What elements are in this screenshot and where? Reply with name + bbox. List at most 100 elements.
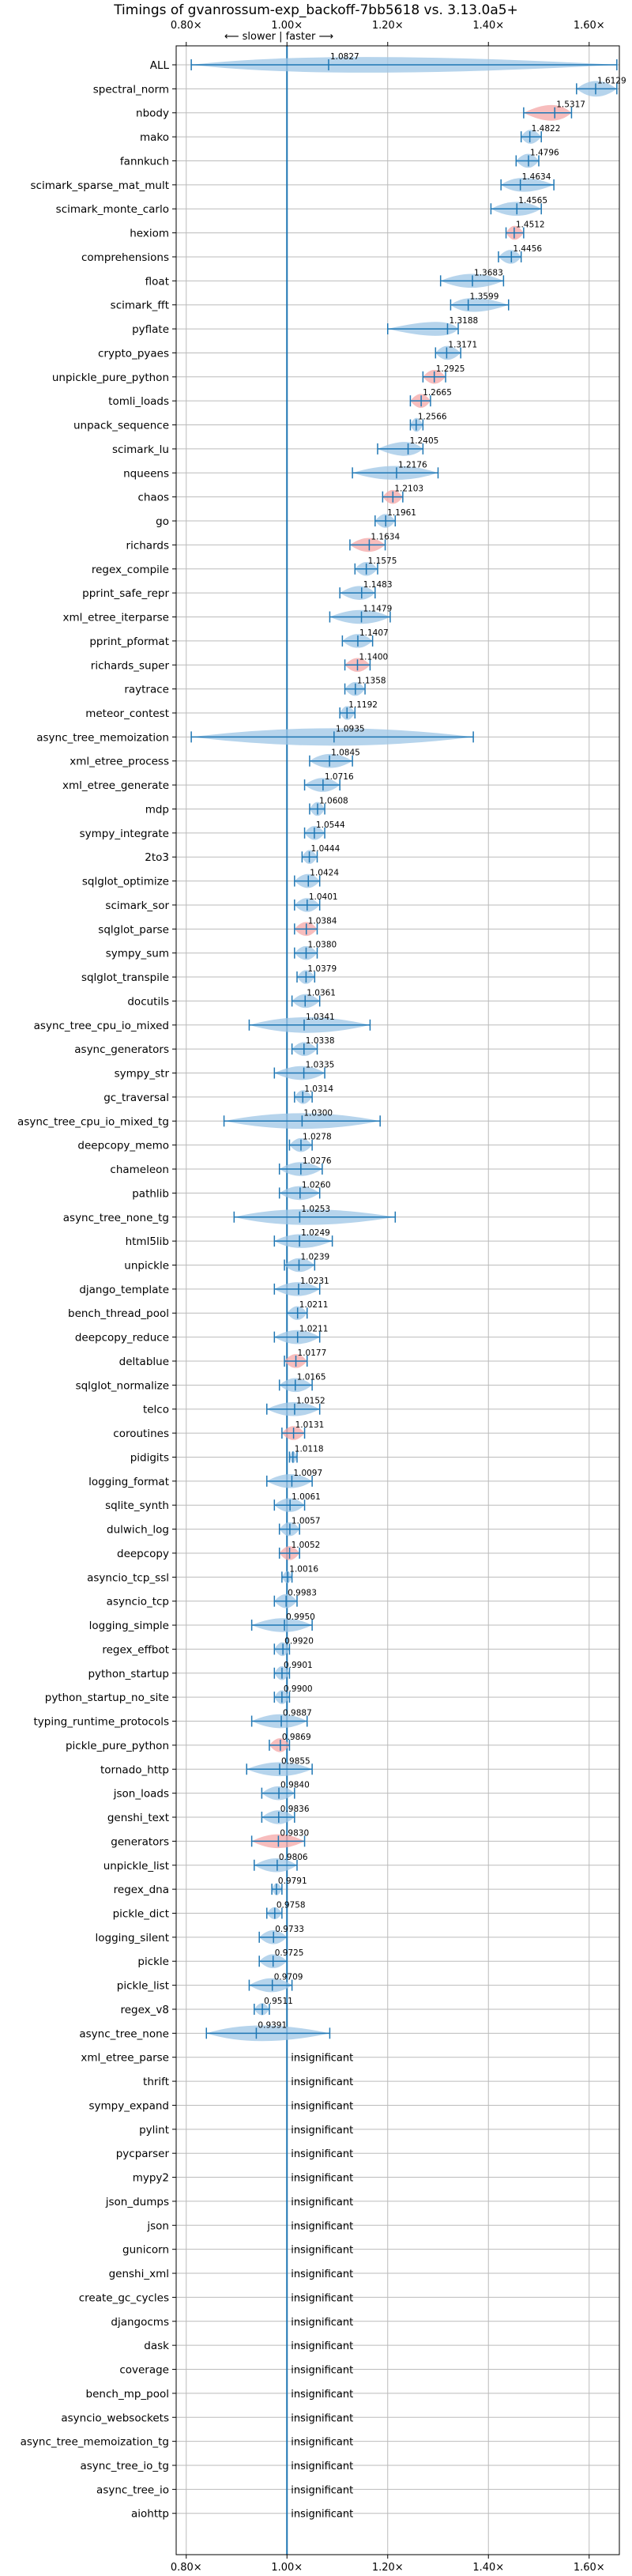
value-label: 1.2103 <box>394 485 423 494</box>
benchmark-label: asyncio_tcp_ssl <box>87 1571 169 1584</box>
insignificant-label: insignificant <box>291 2484 353 2496</box>
benchmark-label: bench_thread_pool <box>68 1307 169 1320</box>
value-label: 1.0211 <box>299 1300 329 1310</box>
benchmark-label: pickle <box>137 1956 169 1968</box>
value-label: 1.1407 <box>359 628 389 638</box>
benchmark-label: xml_etree_parse <box>81 2052 169 2065</box>
benchmark-label: deepcopy <box>117 1548 169 1560</box>
value-label: 1.4565 <box>518 196 547 206</box>
benchmark-label: coverage <box>119 2364 169 2377</box>
value-label: 0.9709 <box>274 1973 303 1982</box>
benchmark-label: mypy2 <box>133 2172 169 2185</box>
x-axis-ticks: 0.80× 0.80× 1.00× 1.00× 1.20× 1.20× 1.40× 1.40×… <box>171 20 605 2574</box>
benchmark-label: regex_dna <box>114 1884 169 1896</box>
value-label: 0.9950 <box>286 1612 315 1622</box>
benchmark-label: sympy_sum <box>106 948 169 960</box>
benchmark-label: bench_mp_pool <box>86 2388 169 2401</box>
benchmark-label: scimark_monte_carlo <box>56 203 169 216</box>
benchmark-label: pylint <box>139 2124 169 2137</box>
value-label: 0.9901 <box>284 1661 313 1670</box>
benchmark-label: pickle_pure_python <box>66 1740 169 1752</box>
value-label: 0.9830 <box>280 1828 309 1838</box>
benchmark-label: json_loads <box>113 1788 169 1801</box>
insignificant-label: insignificant <box>291 2197 353 2208</box>
benchmark-label: pprint_pformat <box>89 636 169 648</box>
value-label: 0.9806 <box>279 1853 308 1862</box>
benchmark-label: deltablue <box>119 1356 169 1368</box>
value-label: 1.0057 <box>292 1517 321 1526</box>
benchmark-label: django_template <box>79 1284 169 1296</box>
value-label: 1.1483 <box>363 580 393 590</box>
benchmark-label: sqlglot_transpile <box>81 971 169 984</box>
benchmark-label: json <box>146 2220 169 2232</box>
benchmark-label: scimark_sor <box>105 900 169 912</box>
value-label: 1.3171 <box>448 340 477 349</box>
benchmark-label: asyncio_websockets <box>61 2412 169 2424</box>
benchmark-label: unpickle <box>124 1260 169 1273</box>
benchmark-label: regex_compile <box>92 564 169 576</box>
value-label: 1.0239 <box>300 1253 329 1262</box>
benchmark-label: dask <box>144 2340 169 2352</box>
benchmark-label: sympy_expand <box>88 2099 169 2112</box>
insignificant-label: insignificant <box>291 2100 353 2112</box>
value-label: 1.0716 <box>325 772 354 782</box>
value-label: 1.3188 <box>449 316 478 326</box>
value-label: 1.1400 <box>359 652 389 662</box>
value-label: 1.0211 <box>299 1325 329 1334</box>
value-label: 1.0052 <box>292 1541 321 1550</box>
value-label: 1.0314 <box>304 1084 333 1094</box>
benchmark-label: async_tree_none_tg <box>63 1212 169 1224</box>
value-label: 1.0935 <box>336 724 365 734</box>
value-label: 1.0379 <box>307 964 337 974</box>
value-label: 1.1479 <box>363 605 393 614</box>
benchmark-label: logging_simple <box>89 1620 169 1632</box>
benchmark-label: telco <box>143 1404 169 1416</box>
value-label: 1.1358 <box>357 677 386 686</box>
benchmark-label: pathlib <box>132 1187 169 1200</box>
benchmark-label: spectral_norm <box>93 83 169 96</box>
insignificant-label: insignificant <box>291 2148 353 2160</box>
value-label: 1.2176 <box>398 460 427 470</box>
value-label: 1.0401 <box>309 892 338 902</box>
benchmark-label: scimark_fft <box>111 300 169 312</box>
value-label: 1.0608 <box>319 796 348 805</box>
benchmark-label: logging_format <box>88 1476 169 1488</box>
value-label: 1.0384 <box>308 916 337 926</box>
x-tick-label-bottom: 0.80× <box>171 2562 202 2574</box>
benchmark-label: json_dumps <box>105 2196 169 2208</box>
value-label: 1.2566 <box>418 413 447 422</box>
value-label: 1.0300 <box>303 1108 333 1118</box>
benchmark-label: fannkuch <box>120 155 169 168</box>
benchmark-label: generators <box>111 1835 169 1848</box>
direction-label: ⟵ slower | faster ⟶ <box>224 31 333 43</box>
benchmark-label: xml_etree_process <box>70 756 169 768</box>
benchmark-label: pickle_list <box>117 1980 169 1993</box>
benchmark-label: typing_runtime_protocols <box>34 1716 170 1729</box>
insignificant-label: insignificant <box>291 2437 353 2449</box>
insignificant-label: insignificant <box>291 2365 353 2377</box>
benchmark-label: pycparser <box>116 2148 170 2160</box>
benchmark-label: sqlite_synth <box>105 1499 169 1512</box>
benchmark-label: sqlglot_optimize <box>82 876 169 888</box>
chart-title: Timings of gvanrossum-exp_backoff-7bb561… <box>113 2 518 18</box>
benchmark-label: hexiom <box>130 228 169 240</box>
value-label: 0.9887 <box>283 1709 312 1718</box>
benchmark-label: python_startup <box>88 1668 169 1680</box>
benchmark-label: unpickle_pure_python <box>52 372 169 384</box>
benchmark-label: html5lib <box>126 1235 169 1248</box>
value-label: 0.9840 <box>280 1781 310 1790</box>
value-label: 1.4512 <box>516 221 545 230</box>
value-label: 1.0152 <box>296 1397 325 1406</box>
value-label: 1.0544 <box>316 820 345 830</box>
benchmark-label: genshi_text <box>107 1812 169 1824</box>
value-label: 1.3683 <box>474 268 503 277</box>
value-label: 1.4634 <box>522 172 551 182</box>
benchmark-label: deepcopy_reduce <box>75 1332 169 1345</box>
benchmark-label: sympy_integrate <box>80 828 169 840</box>
insignificant-label: insignificant <box>291 2220 353 2232</box>
benchmark-label: crypto_pyaes <box>98 347 169 360</box>
insignificant-label: insignificant <box>291 2412 353 2424</box>
value-label: 1.1961 <box>387 508 416 518</box>
value-label: 1.0165 <box>297 1372 326 1382</box>
x-tick-label-bottom: 1.60× <box>574 2562 605 2574</box>
